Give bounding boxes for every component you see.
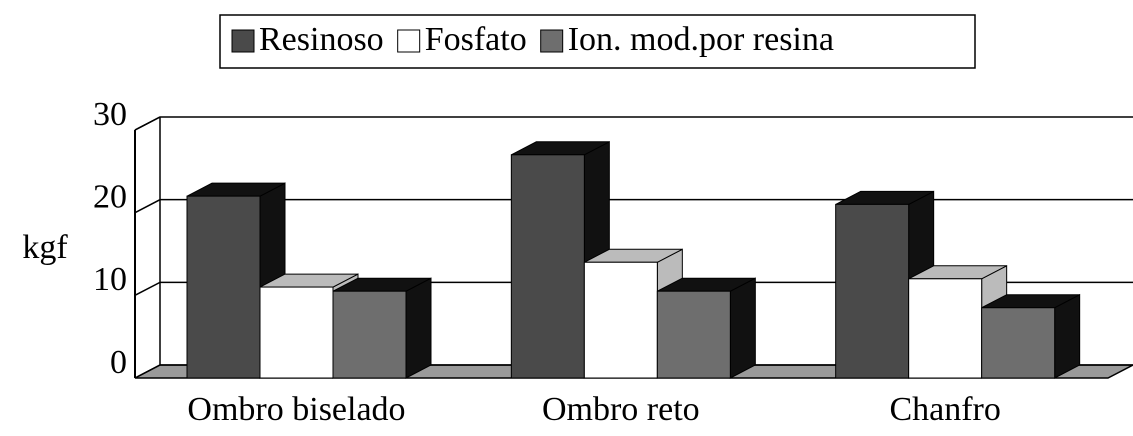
legend-label: Fosfato	[425, 21, 527, 58]
bar	[583, 261, 658, 379]
x-tick-label: Chanfro	[889, 391, 1000, 428]
bar	[186, 195, 261, 379]
grid-line	[134, 281, 1133, 296]
bar-side	[1054, 293, 1081, 379]
y-axis-label: kgf	[22, 229, 68, 266]
y-tick-label: 0	[110, 344, 127, 381]
legend-swatch	[231, 29, 255, 53]
bar-side	[729, 277, 756, 379]
y-tick-label: 20	[93, 178, 127, 215]
legend-label: Resinoso	[259, 21, 384, 58]
bar	[656, 290, 731, 379]
bar	[981, 307, 1056, 379]
bar	[835, 203, 910, 379]
legend-box	[219, 14, 976, 69]
legend-swatch	[397, 29, 421, 53]
grid-line	[134, 198, 1133, 214]
bar-side	[405, 277, 432, 379]
y-tick-label: 10	[93, 261, 127, 298]
y-tick-label: 30	[93, 96, 127, 133]
grid-line	[134, 364, 1133, 379]
bar	[908, 278, 983, 379]
grid-line	[134, 116, 1133, 131]
x-tick-label: Ombro biselado	[187, 391, 405, 428]
bar	[259, 286, 334, 379]
bar	[332, 290, 407, 379]
bar	[510, 154, 585, 379]
legend-swatch	[540, 29, 564, 53]
x-tick-label: Ombro reto	[542, 391, 700, 428]
legend-label: Ion. mod.por resina	[568, 21, 834, 58]
